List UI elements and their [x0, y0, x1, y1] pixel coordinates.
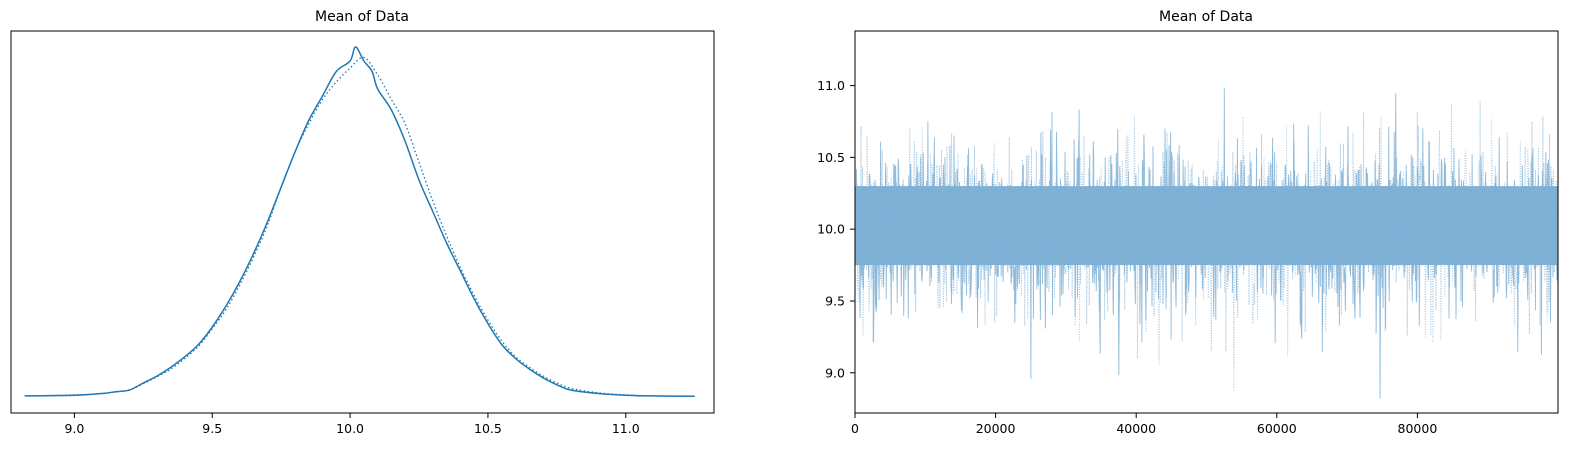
trace-y-tick-label: 10.5	[817, 150, 845, 165]
trace-y-tick-label: 10.0	[817, 222, 845, 237]
trace-y-tick-label: 9.5	[825, 293, 845, 308]
density-curves	[24, 46, 695, 398]
density-series-dotted	[24, 56, 695, 397]
density-x-tick-label: 9.5	[202, 421, 222, 436]
trace-x-axis: 0 20000 40000 60000 80000	[851, 413, 1437, 436]
trace-plot-frame	[854, 30, 1559, 414]
density-x-tick-label: 11.0	[612, 421, 640, 436]
density-plot-frame	[10, 30, 715, 414]
density-x-axis: 9.0 9.5 10.0 10.5 11.0	[64, 413, 640, 436]
density-title: Mean of Data	[315, 9, 409, 25]
trace-x-tick-label: 0	[851, 421, 859, 436]
trace-panel: Mean of Data 0 20000 40000 60000 80000 9.09.…	[817, 9, 1559, 436]
density-series-solid	[24, 46, 695, 398]
trace-title: Mean of Data	[1159, 9, 1253, 25]
trace-x-tick-label: 20000	[976, 421, 1016, 436]
density-x-tick-label: 10.5	[474, 421, 502, 436]
trace-x-tick-label: 80000	[1398, 421, 1438, 436]
trace-x-tick-label: 40000	[1116, 421, 1156, 436]
density-panel: Mean of Data 9.0 9.5 10.0 10.5 11.0	[10, 9, 715, 436]
trace-y-tick-label: 11.0	[817, 78, 845, 93]
density-x-tick-label: 10.0	[336, 421, 364, 436]
trace-lines	[855, 88, 1558, 399]
trace-y-axis: 9.0 9.5 10.0 10.5 11.0	[817, 78, 855, 380]
trace-x-tick-label: 60000	[1257, 421, 1297, 436]
trace-y-tick-label: 9.0	[825, 365, 845, 380]
density-x-tick-label: 9.0	[64, 421, 84, 436]
trace-series-dotted	[855, 101, 1558, 392]
